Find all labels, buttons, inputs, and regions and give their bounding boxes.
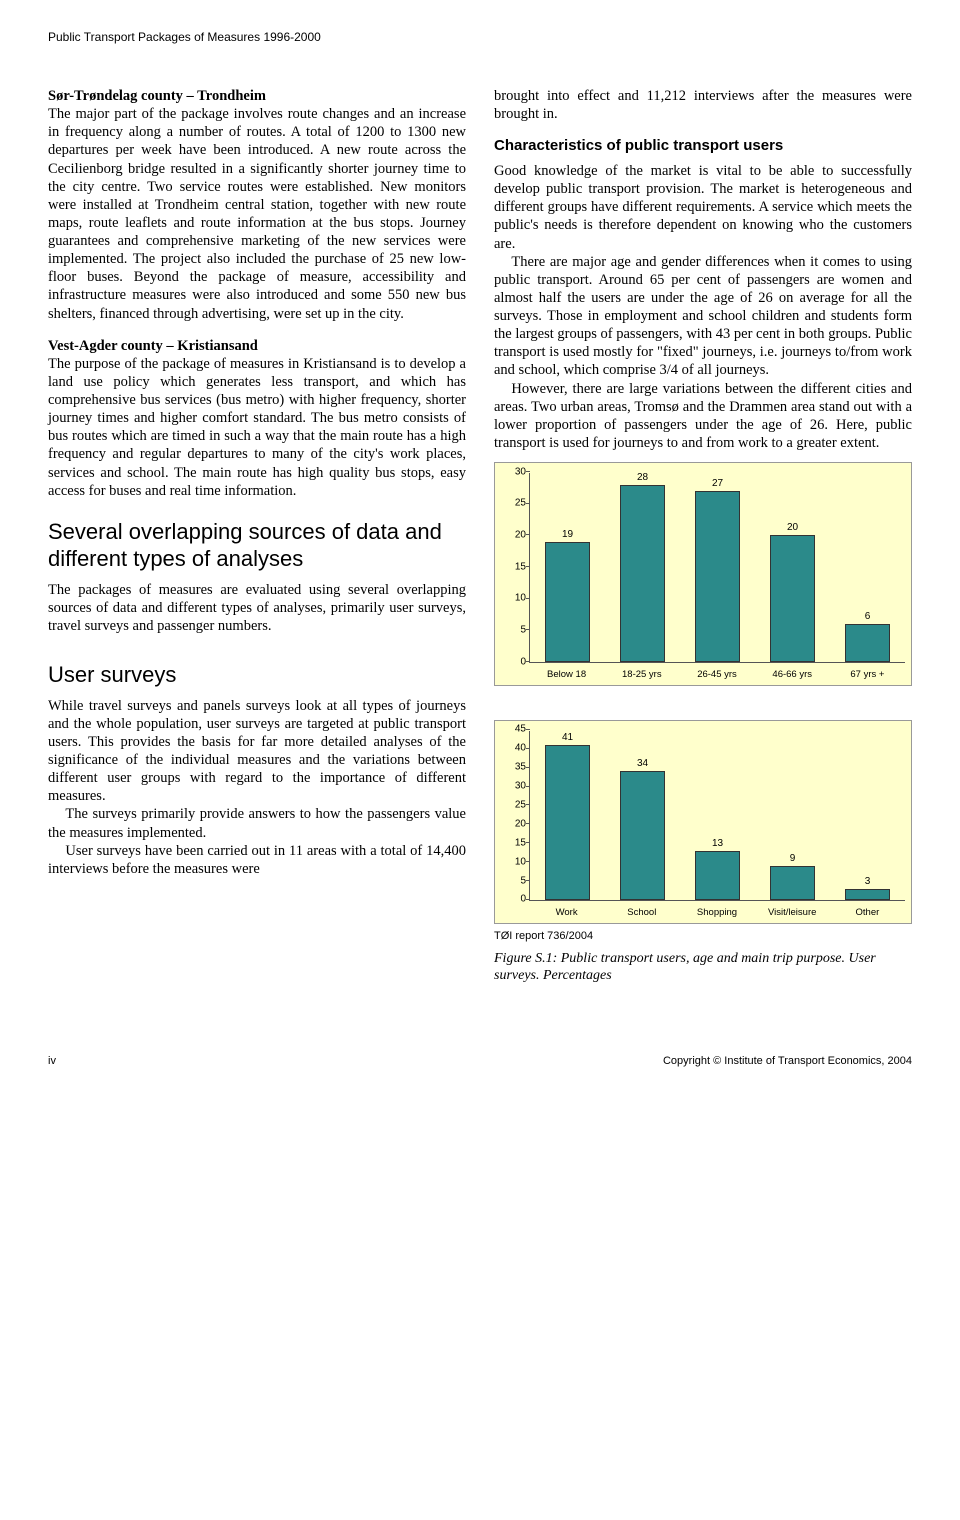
chart-age: 051015202530192827206 Below 1818-25 yrs2… [494, 462, 912, 686]
trondheim-title: Sør-Trøndelag county – Trondheim [48, 88, 266, 104]
user-surveys-p2: The surveys primarily provide answers to… [48, 805, 466, 841]
bar-value-label: 20 [787, 522, 798, 535]
running-header: Public Transport Packages of Measures 19… [48, 30, 912, 45]
x-tick-label: 67 yrs + [830, 663, 905, 681]
trondheim-body: The major part of the package involves r… [48, 106, 466, 321]
x-tick-label: 18-25 yrs [604, 663, 679, 681]
y-tick-label: 10 [504, 592, 526, 605]
two-column-layout: Sør-Trøndelag county – Trondheim The maj… [48, 87, 912, 985]
y-tick-label: 40 [504, 743, 526, 756]
chart-age-xlabels: Below 1818-25 yrs26-45 yrs46-66 yrs67 yr… [529, 663, 905, 681]
page-footer: iv Copyright © Institute of Transport Ec… [48, 1055, 912, 1069]
bar-value-label: 9 [790, 853, 796, 866]
kristiansand-body: The purpose of the package of measures i… [48, 356, 466, 499]
bar: 34 [620, 771, 665, 899]
x-tick-label: Work [529, 901, 604, 919]
bar: 6 [845, 624, 890, 662]
page-number: iv [48, 1055, 56, 1069]
y-tick-label: 0 [504, 656, 526, 669]
bar: 27 [695, 491, 740, 662]
char-p2: There are major age and gender differenc… [494, 253, 912, 380]
right-column: brought into effect and 11,212 interview… [494, 87, 912, 985]
chart-age-plot: 051015202530192827206 [529, 473, 905, 663]
bar: 19 [545, 542, 590, 662]
y-tick-label: 5 [504, 624, 526, 637]
bar-value-label: 27 [712, 478, 723, 491]
copyright: Copyright © Institute of Transport Econo… [663, 1055, 912, 1069]
x-tick-label: Visit/leisure [755, 901, 830, 919]
y-tick-label: 25 [504, 497, 526, 510]
heading-user-surveys: User surveys [48, 661, 466, 689]
x-tick-label: Below 18 [529, 663, 604, 681]
y-tick-label: 35 [504, 761, 526, 774]
report-tag: TØI report 736/2004 [494, 930, 912, 944]
bar-value-label: 13 [712, 838, 723, 851]
bar: 9 [770, 866, 815, 900]
chart-purpose-xlabels: WorkSchoolShoppingVisit/leisureOther [529, 901, 905, 919]
bar-value-label: 19 [562, 529, 573, 542]
bar: 3 [845, 889, 890, 900]
y-tick-label: 30 [504, 466, 526, 479]
kristiansand-title: Vest-Agder county – Kristiansand [48, 338, 258, 354]
y-tick-label: 20 [504, 529, 526, 542]
bar: 41 [545, 745, 590, 900]
bar-value-label: 34 [637, 758, 648, 771]
continuation-p: brought into effect and 11,212 interview… [494, 87, 912, 123]
y-tick-label: 0 [504, 894, 526, 907]
x-tick-label: Other [830, 901, 905, 919]
bar-value-label: 41 [562, 732, 573, 745]
y-tick-label: 45 [504, 724, 526, 737]
chart-purpose-plot: 05101520253035404541341393 [529, 731, 905, 901]
bar-value-label: 28 [637, 472, 648, 485]
x-tick-label: 46-66 yrs [755, 663, 830, 681]
char-p3: However, there are large variations betw… [494, 380, 912, 453]
x-tick-label: Shopping [679, 901, 754, 919]
y-tick-label: 15 [504, 561, 526, 574]
user-surveys-p3: User surveys have been carried out in 11… [48, 842, 466, 878]
section-trondheim: Sør-Trøndelag county – Trondheim The maj… [48, 87, 466, 323]
bar-value-label: 6 [865, 611, 871, 624]
bar: 20 [770, 535, 815, 662]
section-kristiansand: Vest-Agder county – Kristiansand The pur… [48, 337, 466, 500]
user-surveys-p1: While travel surveys and panels surveys … [48, 697, 466, 806]
x-tick-label: School [604, 901, 679, 919]
y-tick-label: 15 [504, 837, 526, 850]
heading-characteristics: Characteristics of public transport user… [494, 137, 912, 156]
y-tick-label: 20 [504, 818, 526, 831]
bar: 28 [620, 485, 665, 662]
y-tick-label: 30 [504, 780, 526, 793]
overlapping-body: The packages of measures are evaluated u… [48, 581, 466, 635]
bar-value-label: 3 [865, 876, 871, 889]
x-tick-label: 26-45 yrs [679, 663, 754, 681]
left-column: Sør-Trøndelag county – Trondheim The maj… [48, 87, 466, 985]
y-tick-label: 5 [504, 875, 526, 888]
figure-caption: Figure S.1: Public transport users, age … [494, 950, 912, 985]
char-p1: Good knowledge of the market is vital to… [494, 162, 912, 253]
y-tick-label: 25 [504, 799, 526, 812]
bar: 13 [695, 851, 740, 900]
heading-overlapping-sources: Several overlapping sources of data and … [48, 518, 466, 573]
y-tick-label: 10 [504, 856, 526, 869]
chart-purpose: 05101520253035404541341393 WorkSchoolSho… [494, 720, 912, 924]
